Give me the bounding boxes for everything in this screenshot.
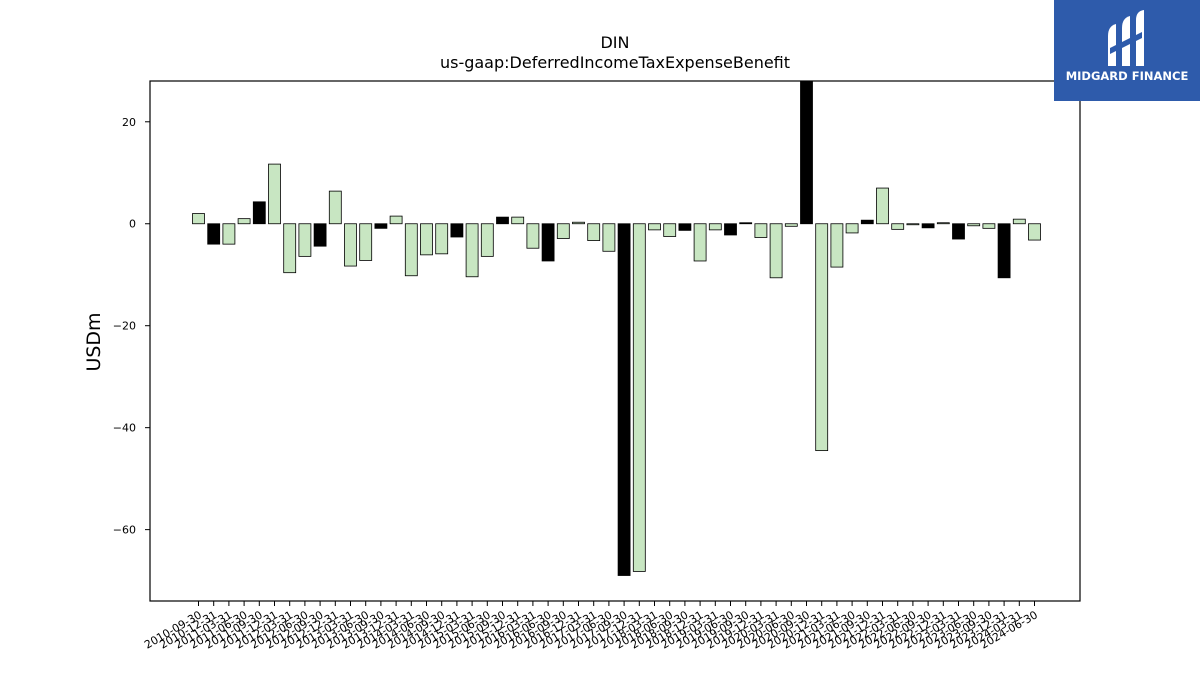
bar-2023-06-30 — [967, 223, 981, 227]
bar-2022-03-31 — [891, 223, 905, 230]
y-tick-label: −40 — [113, 422, 136, 435]
bar-2012-06-30 — [298, 223, 312, 257]
bar-2011-09-30 — [252, 201, 266, 225]
chart-subtitle: us-gaap:DeferredIncomeTaxExpenseBenefit — [440, 53, 790, 72]
y-tick-label: 0 — [129, 218, 136, 231]
logo-text: MIDGARD FINANCE — [1065, 69, 1189, 83]
bar-2014-12-31 — [450, 223, 464, 238]
bar-2020-09-30 — [800, 80, 813, 225]
y-axis: 20 0 −20 −40 −60 — [113, 116, 150, 537]
bar-2012-09-30 — [313, 223, 327, 247]
bar-2021-06-30 — [845, 223, 859, 234]
bar-2020-06-30 — [784, 223, 798, 227]
bar-2011-12-31 — [268, 163, 281, 225]
bar-2022-12-31 — [936, 222, 950, 225]
bar-2013-06-30 — [359, 223, 373, 261]
y-tick-label: 20 — [122, 116, 136, 129]
bar-2023-09-30 — [982, 223, 996, 229]
bar-2018-03-31 — [648, 223, 661, 231]
bar-2018-09-30 — [678, 223, 692, 231]
bar-2019-12-31 — [754, 223, 768, 238]
plot-frame — [149, 80, 1081, 602]
bar-2019-09-30 — [739, 222, 753, 225]
bar-2019-03-31 — [708, 223, 722, 231]
bar-2011-03-31 — [222, 223, 236, 245]
bar-2012-12-31 — [328, 190, 342, 225]
bar-2015-03-31 — [465, 223, 479, 278]
bar-2017-06-30 — [602, 223, 616, 252]
midgard-finance-logo: MIDGARD FINANCE — [1054, 0, 1200, 101]
bar-2020-12-31 — [815, 223, 829, 452]
y-axis-label: USDm — [83, 312, 105, 371]
bar-2012-03-31 — [283, 223, 297, 274]
bar-2021-12-31 — [876, 187, 889, 225]
bar-2022-06-30 — [906, 223, 920, 226]
bar-2015-12-31 — [511, 216, 525, 225]
bars-group — [192, 80, 1041, 576]
bar-2017-09-30 — [617, 223, 631, 576]
bar-2013-03-31 — [344, 223, 357, 267]
bar-2018-06-30 — [663, 223, 677, 237]
bar-2017-12-31 — [632, 223, 646, 572]
bar-2024-03-31 — [1012, 218, 1026, 225]
bar-2011-06-30 — [237, 218, 251, 225]
bar-2024-06-30 — [1028, 223, 1041, 241]
y-tick-label: −20 — [113, 320, 136, 333]
bar-2021-03-31 — [830, 223, 844, 268]
bar-2010-12-31 — [207, 223, 221, 245]
bar-2014-09-30 — [435, 223, 449, 255]
bar-2018-12-31 — [693, 223, 707, 262]
bar-2013-09-30 — [374, 223, 388, 229]
bar-2017-03-31 — [587, 223, 601, 241]
y-tick-label: −60 — [113, 524, 136, 537]
bar-2010-09-30 — [192, 213, 205, 225]
bar-2020-03-31 — [769, 223, 783, 279]
bar-2016-06-30 — [541, 223, 555, 262]
bar-2016-03-31 — [526, 223, 540, 249]
bar-2015-06-30 — [480, 223, 494, 257]
bar-2016-12-31 — [572, 221, 585, 225]
bar-2016-09-30 — [556, 223, 570, 239]
bar-2013-12-31 — [389, 215, 403, 225]
bar-2019-06-30 — [724, 223, 737, 236]
bar-2014-03-31 — [404, 223, 418, 277]
bar-2015-09-30 — [496, 216, 509, 225]
x-axis: 2010-09-302010-12-312011-03-312011-06-30… — [142, 601, 1040, 652]
chart-title: DIN — [600, 33, 629, 52]
bar-2022-09-30 — [921, 223, 935, 229]
midgard-logo-icon — [1108, 10, 1144, 66]
bar-2021-09-30 — [860, 219, 874, 225]
bar-2023-03-31 — [952, 223, 965, 240]
bar-2014-06-30 — [420, 223, 433, 256]
bar-2023-12-31 — [997, 223, 1011, 279]
